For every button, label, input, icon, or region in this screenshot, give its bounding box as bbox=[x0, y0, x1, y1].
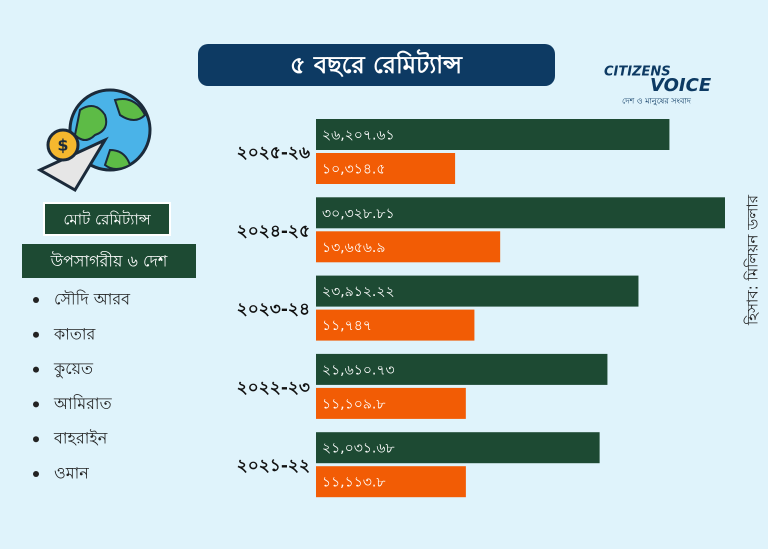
country: কুয়েত bbox=[53, 359, 94, 378]
value-label: ৩০,৩২৮.৮১ bbox=[322, 206, 395, 222]
bar bbox=[316, 119, 670, 150]
legend-box bbox=[43, 202, 171, 236]
bar bbox=[316, 309, 475, 341]
bar bbox=[316, 387, 466, 419]
value-label: ১০,৩১৪.৫ bbox=[322, 162, 385, 178]
category-label: ২০২৩-২৪ bbox=[237, 300, 310, 320]
bar bbox=[316, 432, 600, 464]
bullet bbox=[33, 436, 39, 443]
value-label: ১১,৭৪৭ bbox=[322, 318, 372, 334]
bar bbox=[316, 153, 456, 184]
globe-icon: $ bbox=[36, 88, 152, 193]
legend-box bbox=[22, 244, 196, 278]
bullet bbox=[33, 401, 39, 408]
category-label: ২০২৫-২৬ bbox=[237, 143, 310, 163]
bar bbox=[316, 275, 639, 307]
title-box bbox=[198, 44, 555, 86]
value-label: ২১,০৩১.৬৮ bbox=[322, 441, 395, 457]
value-label: ১১,১১৩.৮ bbox=[322, 475, 385, 491]
bullet bbox=[33, 471, 39, 477]
value-label: ১৩,৬৫৬.৯ bbox=[322, 240, 385, 256]
bar bbox=[316, 466, 466, 498]
legend-label: মোট রেমিট্যান্স bbox=[63, 211, 151, 229]
value-label: ১১,১০৯.৮ bbox=[322, 396, 385, 412]
value-label: ২৬,২০৭.৬১ bbox=[322, 128, 395, 144]
bullet bbox=[33, 331, 39, 338]
category-label: ২০২৪-২৫ bbox=[237, 221, 310, 241]
country: সৌদি আরব bbox=[54, 290, 131, 309]
chart-title: ৫ বছরে রেমিট্যান্স bbox=[290, 49, 463, 79]
svg-text:$: $ bbox=[57, 136, 68, 155]
bar bbox=[316, 231, 501, 263]
bar bbox=[316, 353, 608, 385]
category-label: ২০২১-২২ bbox=[237, 456, 310, 476]
brand-line1: CITIZENS bbox=[604, 65, 671, 80]
country: আমিরাত bbox=[53, 394, 113, 413]
bar bbox=[316, 197, 725, 229]
value-label: ২১,৬১০.৭৩ bbox=[322, 362, 395, 378]
bullet bbox=[33, 366, 39, 373]
unit-note: হিসাব: মিলিয়ন ডলার bbox=[744, 194, 762, 326]
brand-line2: VOICE bbox=[650, 75, 712, 96]
bullet bbox=[33, 297, 39, 303]
legend-label: উপসাগরীয় ৬ দেশ bbox=[50, 252, 168, 271]
country: কাতার bbox=[53, 324, 96, 343]
value-label: ২৩,৯১২.২২ bbox=[322, 284, 395, 300]
brand-tagline: দেশ ও মানুষের সংবাদ bbox=[622, 97, 692, 106]
logo: CITIZENS VOICE দেশ ও মানুষের সংবাদ bbox=[604, 65, 712, 106]
country: ওমান bbox=[54, 464, 89, 483]
country: বাহরাইন bbox=[53, 429, 108, 448]
category-label: ২০২২-২৩ bbox=[237, 378, 310, 398]
